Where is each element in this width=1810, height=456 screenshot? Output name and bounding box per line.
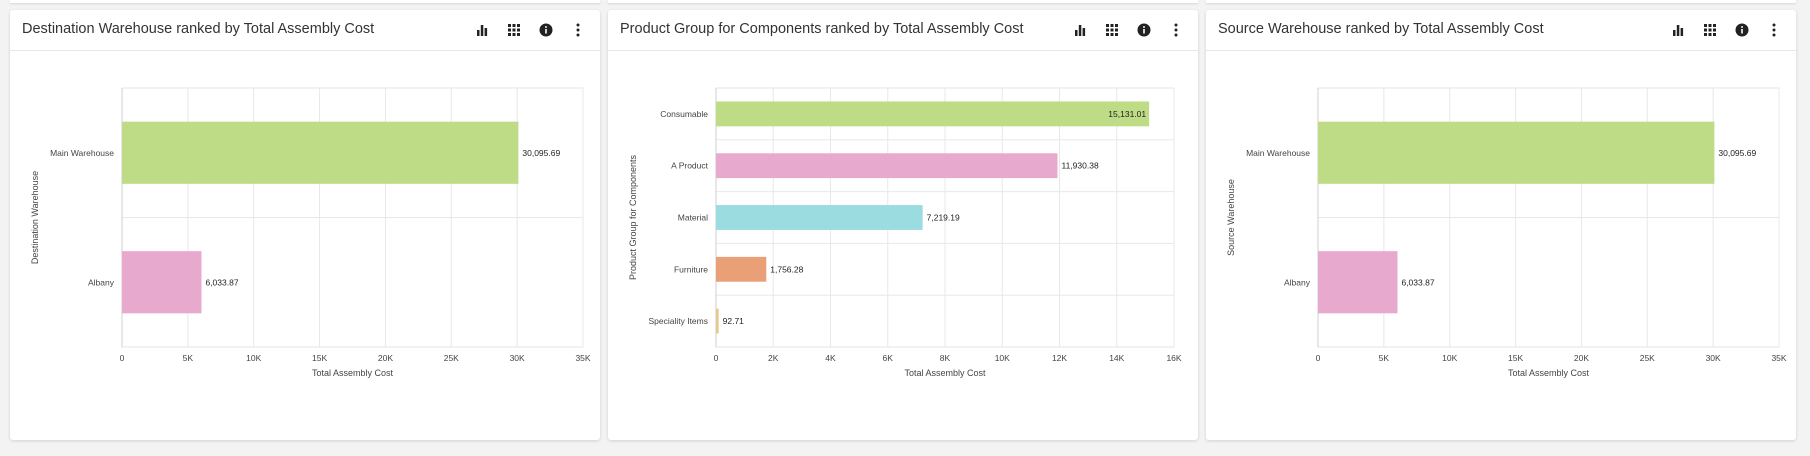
bar (1318, 121, 1715, 184)
card-header: Destination Warehouse ranked by Total As… (10, 10, 600, 51)
x-tick-label: 20K (1574, 353, 1589, 363)
category-label: Main Warehouse (50, 148, 114, 158)
category-label: Furniture (674, 264, 708, 274)
y-axis-label: Source Warehouse (1226, 179, 1236, 256)
card-title: Product Group for Components ranked by T… (620, 21, 1024, 37)
x-tick-label: 25K (1640, 353, 1655, 363)
grid-icon[interactable] (504, 20, 524, 40)
x-tick-label: 10K (246, 353, 261, 363)
bar (716, 308, 719, 334)
x-tick-label: 35K (1771, 353, 1786, 363)
category-label: A Product (671, 161, 708, 171)
bar (716, 101, 1150, 127)
card-header: Source Warehouse ranked by Total Assembl… (1206, 10, 1796, 51)
source-warehouse-card: Source Warehouse ranked by Total Assembl… (1206, 10, 1796, 440)
x-tick-label: 2K (768, 353, 779, 363)
x-tick-label: 0 (714, 353, 719, 363)
x-tick-label: 35K (575, 353, 590, 363)
x-tick-label: 14K (1109, 353, 1124, 363)
bar (716, 205, 923, 230)
x-tick-label: 20K (378, 353, 393, 363)
more-vertical-icon[interactable] (1764, 20, 1784, 40)
card-header: Product Group for Components ranked by T… (608, 10, 1198, 51)
x-tick-label: 16K (1166, 353, 1181, 363)
category-label: Albany (1284, 277, 1311, 287)
x-tick-label: 30K (510, 353, 525, 363)
bar (716, 256, 767, 282)
category-label: Main Warehouse (1246, 148, 1310, 158)
x-tick-label: 15K (1508, 353, 1523, 363)
x-tick-label: 10K (1442, 353, 1457, 363)
y-axis-label: Product Group for Components (628, 154, 638, 280)
x-tick-label: 8K (940, 353, 951, 363)
bar (122, 251, 202, 314)
previous-card-edge (1206, 0, 1796, 3)
info-icon[interactable] (1134, 20, 1154, 40)
y-axis-label: Destination Warehouse (30, 171, 40, 264)
data-label: 6,033.87 (205, 277, 238, 287)
bar-chart-icon[interactable] (472, 20, 492, 40)
data-label: 30,095.69 (522, 148, 560, 158)
x-tick-label: 6K (883, 353, 894, 363)
x-tick-label: 12K (1052, 353, 1067, 363)
more-vertical-icon[interactable] (568, 20, 588, 40)
bar (122, 121, 519, 184)
data-label: 30,095.69 (1718, 148, 1756, 158)
data-label: 92.71 (723, 316, 745, 326)
x-tick-label: 30K (1706, 353, 1721, 363)
x-tick-label: 4K (825, 353, 836, 363)
grid-icon[interactable] (1102, 20, 1122, 40)
x-axis-label: Total Assembly Cost (904, 368, 986, 378)
info-icon[interactable] (536, 20, 556, 40)
card-title: Source Warehouse ranked by Total Assembl… (1218, 21, 1544, 37)
more-vertical-icon[interactable] (1166, 20, 1186, 40)
previous-card-edge (608, 0, 1198, 3)
previous-card-edge (10, 0, 600, 3)
info-icon[interactable] (1732, 20, 1752, 40)
x-tick-label: 15K (312, 353, 327, 363)
destination-warehouse-bar-chart: Main Warehouse 30,095.69 Albany 6,033.87 0 5K… (30, 87, 591, 378)
data-label: 6,033.87 (1401, 277, 1434, 287)
category-label: Consumable (660, 109, 708, 119)
source-warehouse-bar-chart: Main Warehouse 30,095.69 Albany 6,033.87 0 5K… (1226, 87, 1787, 378)
x-axis-label: Total Assembly Cost (1508, 368, 1590, 378)
x-tick-label: 10K (995, 353, 1010, 363)
card-title: Destination Warehouse ranked by Total As… (22, 21, 375, 37)
category-label: Speciality Items (648, 316, 708, 326)
category-label: Albany (88, 277, 115, 287)
x-tick-label: 5K (183, 353, 194, 363)
data-label: 11,930.38 (1062, 161, 1099, 171)
data-label: 15,131.01 (1108, 109, 1146, 119)
destination-warehouse-card: Destination Warehouse ranked by Total As… (10, 10, 600, 440)
bar (716, 153, 1058, 179)
bar (1318, 251, 1398, 314)
x-tick-label: 5K (1379, 353, 1390, 363)
x-tick-label: 0 (120, 353, 125, 363)
bar-chart-icon[interactable] (1070, 20, 1090, 40)
bar-chart-icon[interactable] (1668, 20, 1688, 40)
data-label: 1,756.28 (770, 264, 803, 274)
category-label: Material (678, 213, 708, 223)
x-tick-label: 25K (444, 353, 459, 363)
product-group-card: Product Group for Components ranked by T… (608, 10, 1198, 440)
grid-icon[interactable] (1700, 20, 1720, 40)
product-group-bar-chart: Consumable 15,131.01 A Product 11,930.38 Mat… (628, 87, 1182, 378)
x-axis-label: Total Assembly Cost (312, 368, 394, 378)
x-tick-label: 0 (1316, 353, 1321, 363)
data-label: 7,219.19 (927, 213, 960, 223)
